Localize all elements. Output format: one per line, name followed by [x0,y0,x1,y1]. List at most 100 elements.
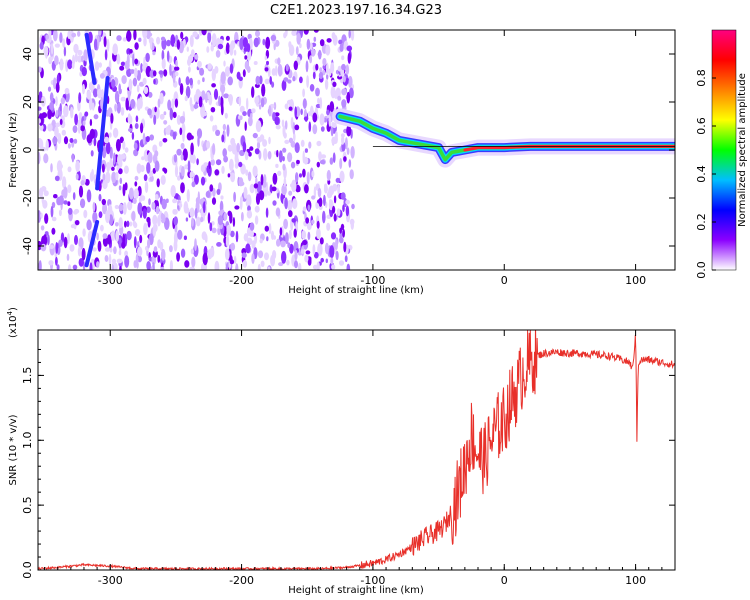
noise-blob [165,198,169,204]
noise-blob [119,136,124,144]
noise-blob [113,246,117,255]
noise-blob [194,238,197,252]
noise-blob [340,223,345,230]
noise-blob [58,195,64,206]
noise-blob [55,96,58,107]
noise-blob [323,184,328,194]
noise-blob [120,96,126,102]
x-tick-label: 0 [501,274,508,287]
noise-blob [55,122,61,128]
noise-blob [203,201,206,214]
noise-blob [112,127,119,138]
noise-blob [213,88,219,100]
noise-blob [81,247,86,261]
noise-blob [257,263,261,270]
spectrogram-noise [38,30,355,270]
noise-blob [287,79,292,84]
noise-blob [263,148,268,161]
noise-blob [73,210,78,215]
y-tick-label: 20 [21,95,34,109]
noise-blob [309,55,313,64]
noise-blob [132,53,135,67]
x-tick-label: 100 [625,274,646,287]
noise-blob [177,229,183,240]
noise-blob [134,42,139,50]
snr-xlabel: Height of straight line (km) [288,585,424,596]
noise-blob [67,184,72,194]
noise-blob [185,76,190,86]
noise-blob [207,249,213,260]
noise-blob [346,147,350,155]
noise-blob [124,147,129,153]
noise-blob [88,82,93,91]
noise-blob [104,255,109,262]
noise-blob [283,218,288,230]
noise-blob [306,171,310,185]
noise-blob [73,138,78,144]
noise-blob [190,248,194,255]
noise-blob [211,227,217,234]
noise-blob [269,184,273,194]
noise-blob [291,30,297,36]
noise-blob [41,112,48,119]
noise-blob [160,248,166,261]
noise-blob [348,159,352,168]
x-tick-label: -300 [98,574,123,587]
noise-blob [282,147,287,153]
noise-blob [249,183,255,194]
noise-blob [111,171,117,184]
noise-blob [273,102,277,110]
noise-blob [40,243,47,252]
noise-blob [346,125,352,137]
noise-blob [283,177,287,187]
noise-blob [316,140,322,147]
noise-blob [316,229,321,239]
noise-blob [197,191,200,205]
noise-blob [312,124,318,135]
noise-blob [290,140,296,148]
noise-blob [239,115,243,121]
noise-blob [319,237,324,245]
noise-blob [171,98,175,110]
noise-blob [201,263,205,270]
noise-blob [281,79,287,91]
noise-blob [50,205,54,218]
noise-blob [332,122,337,129]
noise-blob [47,86,52,92]
noise-blob [339,158,343,170]
noise-blob [307,231,311,241]
noise-blob [288,210,293,218]
noise-blob [56,160,63,173]
noise-blob [154,150,159,158]
noise-blob [246,237,253,246]
noise-blob [109,158,113,168]
noise-blob [59,118,63,125]
noise-blob [345,205,350,217]
noise-blob [108,132,112,138]
noise-blob [285,232,289,245]
noise-blob [351,203,355,210]
noise-blob [303,156,309,165]
spectrogram-streak [84,220,100,268]
noise-blob [94,61,100,71]
noise-blob [296,32,302,45]
noise-blob [180,248,186,258]
noise-blob [287,199,293,211]
noise-blob [305,250,311,255]
noise-blob [239,149,245,157]
noise-blob [270,254,276,267]
noise-blob [115,139,121,152]
noise-blob [96,232,99,241]
noise-blob [220,195,224,200]
x-tick-label: -200 [229,574,254,587]
noise-blob [225,35,230,41]
noise-blob [80,198,86,209]
noise-blob [249,230,254,238]
noise-blob [287,242,291,249]
noise-blob [157,98,161,108]
noise-blob [129,69,135,74]
noise-blob [93,137,97,147]
noise-blob [207,31,212,43]
noise-blob [229,259,235,265]
noise-blob [63,136,69,145]
